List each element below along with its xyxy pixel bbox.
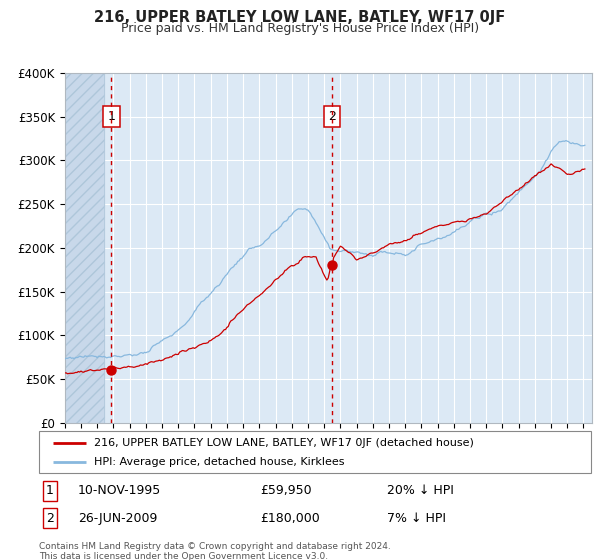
Bar bbox=[65, 73, 104, 423]
Text: 20% ↓ HPI: 20% ↓ HPI bbox=[387, 484, 454, 497]
Text: 10-NOV-1995: 10-NOV-1995 bbox=[77, 484, 161, 497]
Text: 26-JUN-2009: 26-JUN-2009 bbox=[77, 512, 157, 525]
Bar bbox=[65, 73, 104, 423]
Text: Contains HM Land Registry data © Crown copyright and database right 2024.
This d: Contains HM Land Registry data © Crown c… bbox=[39, 542, 391, 560]
Text: Price paid vs. HM Land Registry's House Price Index (HPI): Price paid vs. HM Land Registry's House … bbox=[121, 22, 479, 35]
Text: 7% ↓ HPI: 7% ↓ HPI bbox=[387, 512, 446, 525]
Text: 2: 2 bbox=[328, 110, 336, 123]
Text: 1: 1 bbox=[46, 484, 54, 497]
Text: 2: 2 bbox=[46, 512, 54, 525]
Text: 216, UPPER BATLEY LOW LANE, BATLEY, WF17 0JF: 216, UPPER BATLEY LOW LANE, BATLEY, WF17… bbox=[94, 10, 506, 25]
Text: £59,950: £59,950 bbox=[260, 484, 311, 497]
FancyBboxPatch shape bbox=[39, 431, 591, 473]
Text: 1: 1 bbox=[107, 110, 115, 123]
Text: HPI: Average price, detached house, Kirklees: HPI: Average price, detached house, Kirk… bbox=[94, 457, 345, 467]
Text: £180,000: £180,000 bbox=[260, 512, 320, 525]
Text: 216, UPPER BATLEY LOW LANE, BATLEY, WF17 0JF (detached house): 216, UPPER BATLEY LOW LANE, BATLEY, WF17… bbox=[94, 437, 474, 447]
